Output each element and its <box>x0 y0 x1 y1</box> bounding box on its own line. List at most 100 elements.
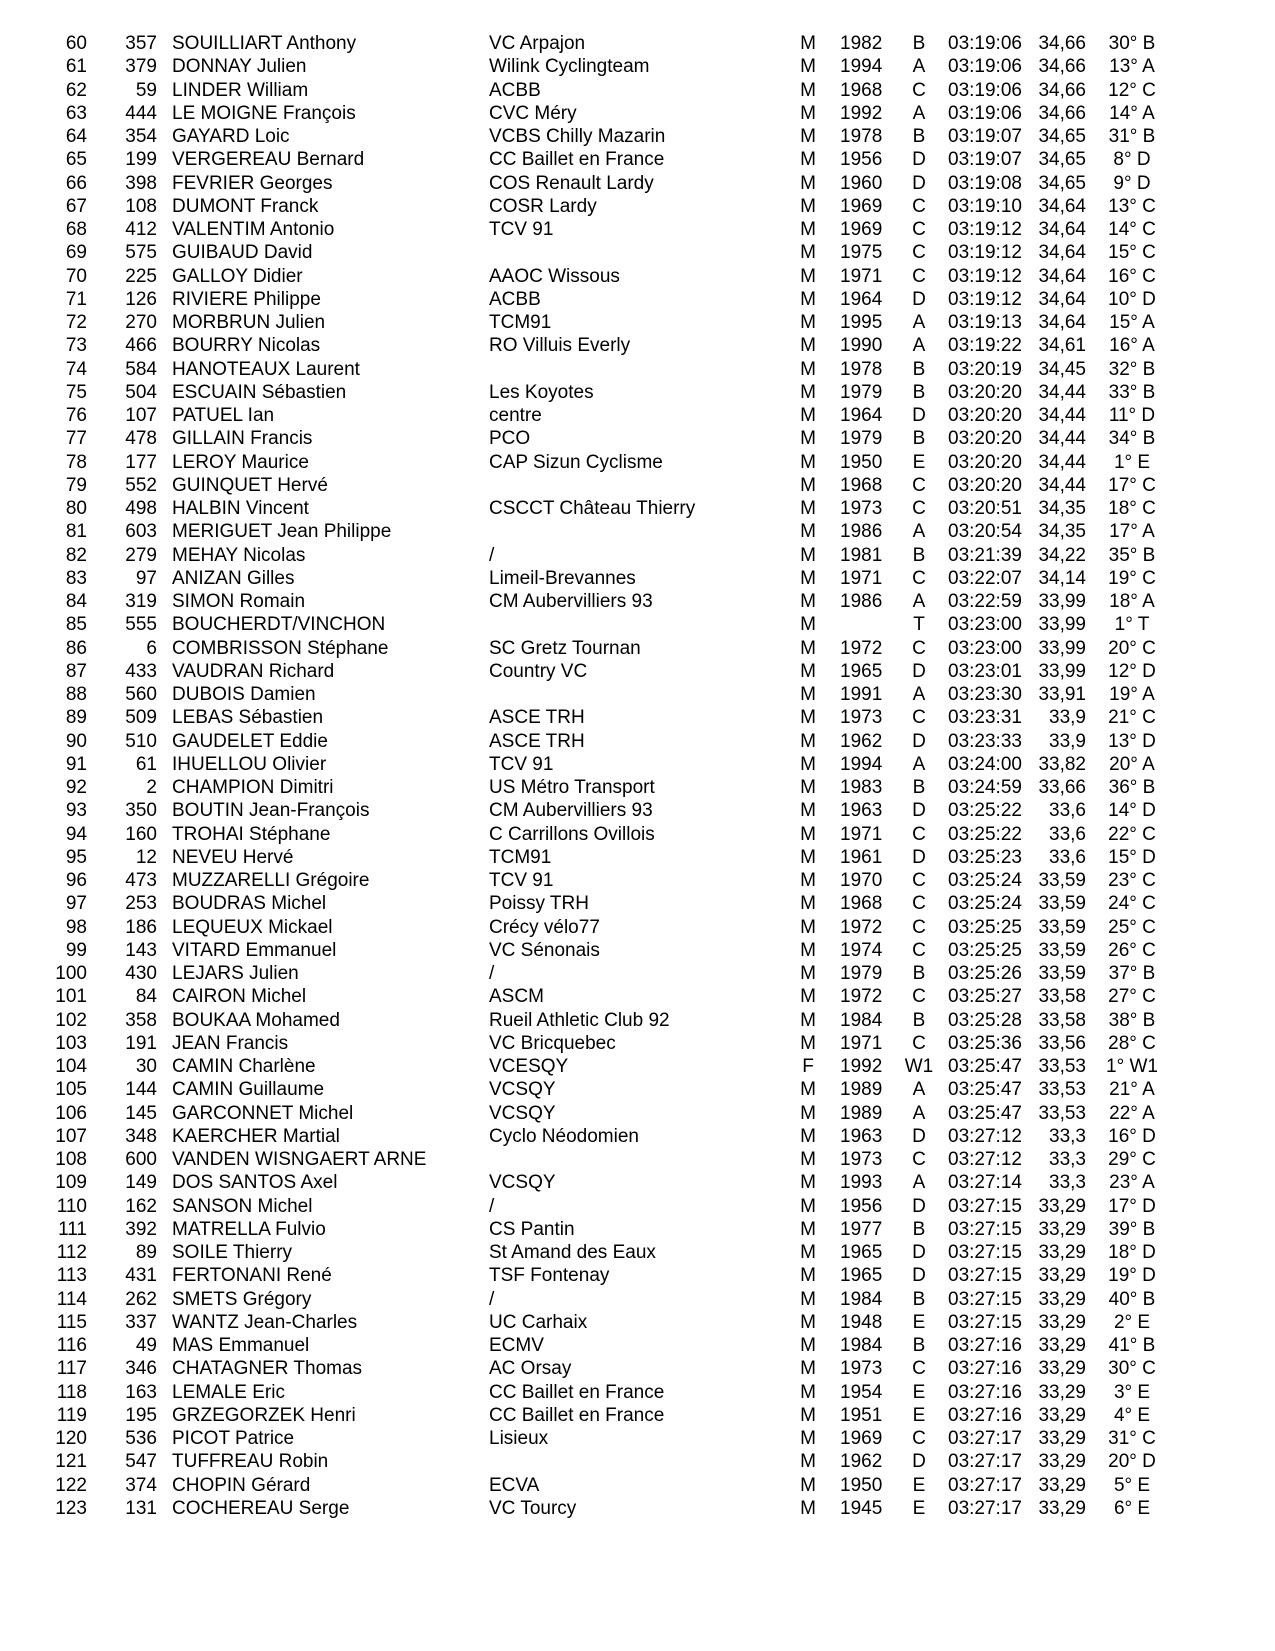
rider-name-cell: TROHAI Stéphane <box>172 823 331 845</box>
time-cell: 03:25:47 <box>948 1079 1022 1101</box>
table-row: 111 392 MATRELLA Fulvio CS Pantin M 1977 B 03:2… <box>0 1218 1275 1241</box>
rider-name-cell: SOUILLIART Anthony <box>172 33 357 54</box>
club-cell: PCO <box>489 428 531 450</box>
rider-name-cell: CAMIN Charlène <box>172 1056 316 1077</box>
bib-number-cell: 84 <box>135 986 157 1008</box>
rider-name-cell: GILLAIN Francis <box>172 428 313 450</box>
rider-name-cell: DUMONT Franck <box>172 195 319 217</box>
speed-cell: 34,44 <box>1038 474 1086 496</box>
birth-year-cell: 1951 <box>840 1404 883 1426</box>
category-cell: B <box>912 1335 926 1356</box>
category-place-cell: 11° D <box>1108 405 1156 426</box>
sex-cell: M <box>800 335 816 357</box>
category-cell: C <box>912 265 926 287</box>
rider-name-cell: COCHEREAU Serge <box>172 1497 350 1519</box>
time-cell: 03:24:59 <box>948 777 1022 798</box>
speed-cell: 33,59 <box>1038 916 1086 938</box>
rank-cell: 107 <box>55 1125 87 1147</box>
club-cell: Crécy vélo77 <box>489 916 600 938</box>
time-cell: 03:19:12 <box>948 265 1022 287</box>
table-row: 96 473 MUZZARELLI Grégoire TCV 91 M 1970 C 03:2… <box>0 869 1275 892</box>
sex-cell: M <box>800 846 816 868</box>
sex-cell: M <box>800 521 816 543</box>
birth-year-cell: 1991 <box>840 684 883 705</box>
category-place-cell: 1° T <box>1114 614 1150 636</box>
club-cell: VCSQY <box>489 1079 556 1101</box>
rank-cell: 66 <box>65 172 87 194</box>
time-cell: 03:27:15 <box>948 1311 1022 1333</box>
table-row: 86 6 COMBRISSON Stéphane SC Gretz Tournan M 1… <box>0 637 1275 660</box>
table-row: 122 374 CHOPIN Gérard ECVA M 1950 E 03:27:17 33,… <box>0 1474 1275 1497</box>
bib-number-cell: 346 <box>125 1358 157 1380</box>
category-cell: C <box>912 1358 926 1380</box>
category-place-cell: 26° C <box>1108 939 1156 961</box>
category-place-cell: 6° E <box>1113 1497 1151 1519</box>
speed-cell: 34,14 <box>1038 567 1086 589</box>
bib-number-cell: 145 <box>125 1102 157 1124</box>
bib-number-cell: 108 <box>125 195 157 217</box>
rank-cell: 89 <box>65 707 87 729</box>
time-cell: 03:27:16 <box>948 1381 1022 1403</box>
birth-year-cell: 1962 <box>840 1451 883 1473</box>
sex-cell: M <box>800 614 816 636</box>
bib-number-cell: 575 <box>125 242 157 264</box>
table-row: 65 199 VERGEREAU Bernard CC Baillet en Fran… <box>0 148 1275 171</box>
club-cell: Rueil Athletic Club 92 <box>489 1009 670 1031</box>
club-cell: TCM91 <box>489 312 552 333</box>
sex-cell: M <box>800 870 816 891</box>
category-place-cell: 2° E <box>1113 1311 1151 1333</box>
bib-number-cell: 379 <box>125 56 157 78</box>
sex-cell: M <box>800 1474 816 1496</box>
birth-year-cell: 1983 <box>840 777 883 798</box>
time-cell: 03:19:06 <box>948 33 1022 54</box>
category-cell: A <box>912 1172 926 1194</box>
rider-name-cell: SIMON Romain <box>172 591 306 612</box>
birth-year-cell: 1979 <box>840 428 883 450</box>
rank-cell: 80 <box>65 498 87 519</box>
rank-cell: 91 <box>65 753 87 775</box>
speed-cell: 33,6 <box>1049 846 1086 868</box>
rank-cell: 60 <box>65 33 87 54</box>
sex-cell: M <box>800 1451 816 1473</box>
sex-cell: M <box>800 684 816 705</box>
time-cell: 03:23:33 <box>948 730 1022 752</box>
category-place-cell: 18° D <box>1108 1242 1156 1263</box>
speed-cell: 34,66 <box>1038 56 1086 78</box>
bib-number-cell: 430 <box>125 963 157 984</box>
rider-name-cell: BOUKAA Mohamed <box>172 1009 340 1031</box>
sex-cell: M <box>800 963 816 984</box>
club-cell: TSF Fontenay <box>489 1265 610 1287</box>
rider-name-cell: KAERCHER Martial <box>172 1125 340 1147</box>
birth-year-cell: 1964 <box>840 405 883 426</box>
table-row: 66 398 FEVRIER Georges COS Renault Lardy M 19… <box>0 172 1275 195</box>
rider-name-cell: IHUELLOU Olivier <box>172 753 327 775</box>
category-cell: E <box>912 1311 926 1333</box>
rank-cell: 68 <box>65 219 87 240</box>
table-row: 107 348 KAERCHER Martial Cyclo Néodomien M 19… <box>0 1125 1275 1148</box>
category-cell: D <box>912 288 926 310</box>
category-place-cell: 30° B <box>1108 33 1156 54</box>
category-place-cell: 38° B <box>1108 1009 1156 1031</box>
category-cell: C <box>912 939 926 961</box>
category-place-cell: 15° A <box>1109 312 1155 333</box>
rider-name-cell: MORBRUN Julien <box>172 312 326 333</box>
rank-cell: 113 <box>56 1265 87 1287</box>
rider-name-cell: VERGEREAU Bernard <box>172 149 365 171</box>
sex-cell: M <box>800 1265 816 1287</box>
bib-number-cell: 552 <box>125 474 157 496</box>
sex-cell: M <box>800 265 816 287</box>
club-cell: ASCE TRH <box>489 707 585 729</box>
birth-year-cell: 1971 <box>840 567 883 589</box>
time-cell: 03:27:17 <box>948 1474 1022 1496</box>
rank-cell: 111 <box>58 1218 87 1240</box>
rank-cell: 119 <box>56 1404 87 1426</box>
category-place-cell: 12° D <box>1108 660 1156 682</box>
category-place-cell: 19° D <box>1108 1265 1156 1287</box>
bib-number-cell: 89 <box>135 1242 157 1263</box>
club-cell: / <box>489 963 495 984</box>
category-cell: B <box>912 1218 926 1240</box>
sex-cell: M <box>800 126 816 147</box>
rank-cell: 98 <box>65 916 87 938</box>
sex-cell: M <box>800 1218 816 1240</box>
birth-year-cell: 1989 <box>840 1102 883 1124</box>
